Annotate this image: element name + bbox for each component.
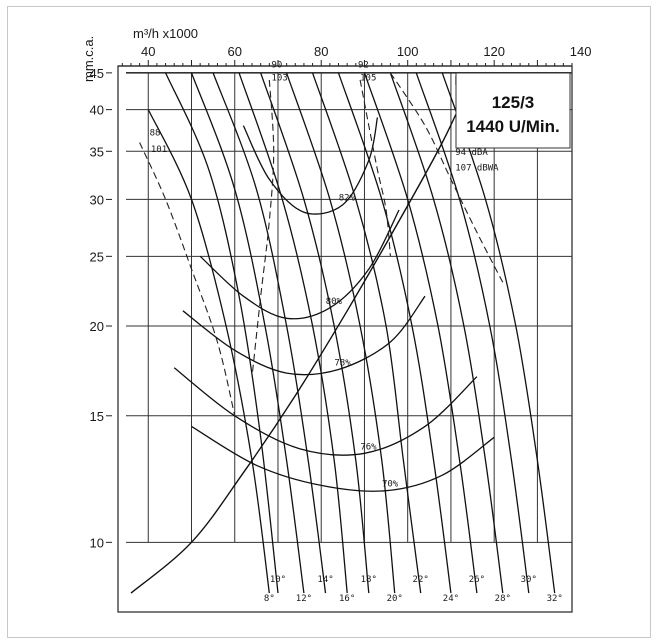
blade-angle-curve (147, 109, 270, 594)
blade-angle-curve (165, 72, 279, 594)
blade-angle-label: 30° (521, 575, 537, 585)
blade-angle-label: 10° (270, 575, 286, 585)
noise-label: 103 (271, 74, 287, 84)
noise-label: 107 dBWA (455, 164, 499, 174)
efficiency-label: 76% (360, 442, 377, 452)
y-tick-label: 40 (90, 103, 104, 118)
blade-angle-curve (337, 72, 452, 594)
noise-curve (359, 79, 391, 257)
chart-title: 125/3 (492, 93, 535, 112)
blade-angle-label: 22° (413, 575, 429, 585)
blade-angle-label: 14° (317, 575, 333, 585)
y-tick-label: 20 (90, 319, 104, 334)
efficiency-label: 80% (326, 297, 343, 307)
blade-angle-label: 18° (361, 575, 377, 585)
y-tick-label: 45 (90, 66, 104, 81)
blade-angle-label: 26° (469, 575, 485, 585)
noise-label: 101 (151, 145, 167, 155)
pd-curve (130, 86, 469, 594)
noise-label: 94 dBA (455, 148, 488, 158)
blade-angle-curve (190, 72, 305, 594)
blade-angle-label: 12° (296, 594, 312, 604)
x-tick-label: 100 (397, 44, 419, 59)
efficiency-curve (173, 367, 478, 456)
y-tick-labels: 10 15 20 25 30 35 40 45 (90, 66, 112, 550)
blade-angle-label: 24° (443, 594, 459, 604)
blade-angle-curve (212, 72, 327, 594)
blade-angle-curve (415, 72, 530, 594)
noise-curve (389, 72, 504, 283)
blade-angle-curve (285, 72, 396, 594)
title-box (455, 72, 571, 149)
x-tick-label: 120 (483, 44, 505, 59)
noise-curve (139, 142, 236, 416)
x-tick-label: 40 (141, 44, 155, 59)
blade-angle-curve (311, 72, 422, 594)
efficiency-curve (199, 209, 400, 320)
blade-angle-label: 20° (387, 594, 403, 604)
blade-angle-curve (389, 72, 504, 594)
noise-curve (251, 79, 275, 377)
chart-subtitle: 1440 U/Min. (466, 117, 560, 136)
x-tick-label: 80 (314, 44, 328, 59)
blade-angle-label: 8° (264, 594, 275, 604)
blade-angle-label: 28° (495, 594, 511, 604)
x-tick-labels: 40 60 80 100 120 140 (141, 44, 591, 59)
noise-label: 92 (358, 60, 369, 70)
x-tick-label: 140 (570, 44, 592, 59)
curves (130, 72, 556, 594)
y-tick-label: 10 (90, 535, 104, 550)
blade-angle-label: 32° (547, 594, 563, 604)
y-tick-label: 35 (90, 144, 104, 159)
blade-angle-label: 16° (339, 594, 355, 604)
noise-label: 88 (150, 129, 161, 139)
x-tick-label: 60 (228, 44, 242, 59)
x-axis-label: m³/h x1000 (133, 26, 198, 41)
efficiency-curve (242, 117, 379, 215)
y-axis-label: mm.c.a. (81, 36, 96, 82)
y-tick-label: 30 (90, 192, 104, 207)
y-tick-label: 25 (90, 249, 104, 264)
efficiency-label: 78% (334, 358, 351, 368)
efficiency-label: 82% (339, 194, 356, 204)
blade-angle-curve (363, 72, 478, 594)
efficiency-curve (182, 295, 426, 376)
noise-label: 90 (271, 60, 282, 70)
blade-angle-curve (441, 72, 556, 594)
y-tick-label: 15 (90, 409, 104, 424)
efficiency-label: 70% (382, 480, 399, 490)
noise-label: 105 (360, 74, 376, 84)
efficiency-curve (191, 425, 495, 492)
blade-angle-curve (238, 72, 348, 594)
blade-angle-curve (260, 72, 370, 594)
